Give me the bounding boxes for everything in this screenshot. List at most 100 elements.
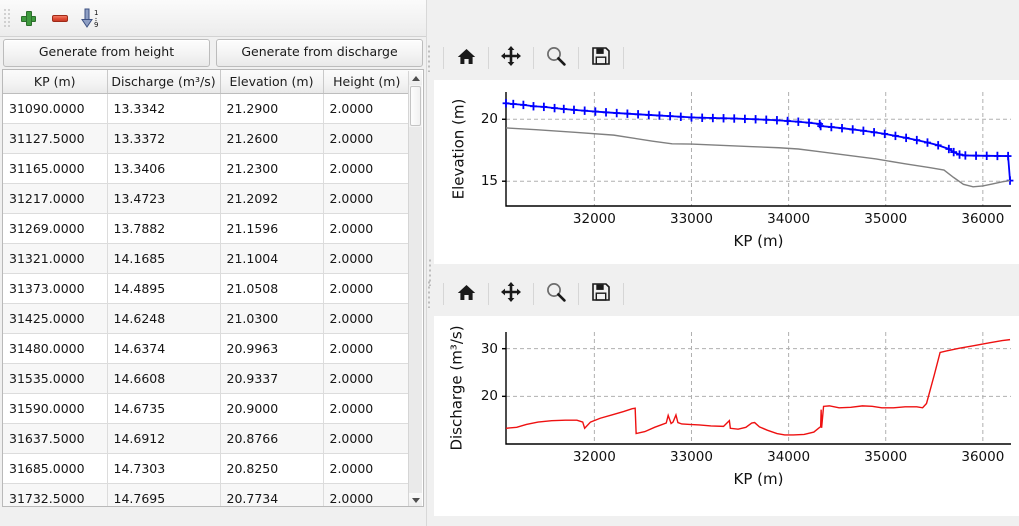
cell-discharge[interactable]: 13.4723 [107, 183, 221, 214]
cell-height[interactable]: 2.0000 [323, 153, 410, 184]
cell-elevation[interactable]: 21.0508 [220, 273, 324, 304]
cell-height[interactable]: 2.0000 [323, 363, 410, 394]
cell-height[interactable]: 2.0000 [323, 423, 410, 454]
table-row[interactable]: 31685.0000 14.7303 20.8250 2.0000 [3, 453, 410, 484]
cell-discharge[interactable]: 14.6248 [107, 303, 221, 334]
cell-discharge[interactable]: 14.6374 [107, 333, 221, 364]
table-row[interactable]: 31127.5000 13.3372 21.2600 2.0000 [3, 123, 410, 154]
elevation-toolbar-drag-handle[interactable] [427, 44, 431, 72]
scroll-up-arrow-icon[interactable] [409, 71, 422, 85]
discharge-pan-button[interactable] [492, 276, 530, 312]
cell-elevation[interactable]: 20.8766 [220, 423, 324, 454]
cell-kp[interactable]: 31637.5000 [3, 423, 108, 454]
table-row[interactable]: 31535.0000 14.6608 20.9337 2.0000 [3, 363, 410, 394]
cell-height[interactable]: 2.0000 [323, 393, 410, 424]
cell-elevation[interactable]: 21.1004 [220, 243, 324, 274]
table-row[interactable]: 31425.0000 14.6248 21.0300 2.0000 [3, 303, 410, 334]
cell-kp[interactable]: 31732.5000 [3, 483, 108, 506]
cell-discharge[interactable]: 14.7695 [107, 483, 221, 506]
discharge-home-button[interactable] [447, 276, 485, 312]
cell-elevation[interactable]: 20.9963 [220, 333, 324, 364]
cell-kp[interactable]: 31535.0000 [3, 363, 108, 394]
column-header-kp[interactable]: KP (m) [3, 70, 108, 94]
discharge-zoom-button[interactable] [537, 276, 575, 312]
cell-height[interactable]: 2.0000 [323, 453, 410, 484]
cell-discharge[interactable]: 14.6608 [107, 363, 221, 394]
cell-kp[interactable]: 31165.0000 [3, 153, 108, 184]
cell-kp[interactable]: 31373.0000 [3, 273, 108, 304]
cell-kp[interactable]: 31590.0000 [3, 393, 108, 424]
table-row[interactable]: 31217.0000 13.4723 21.2092 2.0000 [3, 183, 410, 214]
cell-height[interactable]: 2.0000 [323, 243, 410, 274]
cell-kp[interactable]: 31685.0000 [3, 453, 108, 484]
cell-elevation[interactable]: 21.2300 [220, 153, 324, 184]
sort-descending-button[interactable]: 1 9 [76, 2, 108, 34]
cell-elevation[interactable]: 20.9337 [220, 363, 324, 394]
cell-height[interactable]: 2.0000 [323, 333, 410, 364]
scrollbar-thumb[interactable] [410, 86, 421, 126]
cell-elevation[interactable]: 21.1596 [220, 213, 324, 244]
cell-elevation[interactable]: 20.7734 [220, 483, 324, 506]
cell-height[interactable]: 2.0000 [323, 273, 410, 304]
splitter-grip[interactable] [428, 258, 432, 286]
cell-discharge[interactable]: 14.4895 [107, 273, 221, 304]
cell-elevation[interactable]: 21.2092 [220, 183, 324, 214]
cell-height[interactable]: 2.0000 [323, 93, 410, 124]
cell-elevation[interactable]: 21.2600 [220, 123, 324, 154]
column-header-discharge[interactable]: Discharge (m³/s) [107, 70, 221, 94]
cell-kp[interactable]: 31127.5000 [3, 123, 108, 154]
table-row[interactable]: 31090.0000 13.3342 21.2900 2.0000 [3, 93, 410, 124]
elevation-pan-button[interactable] [492, 40, 530, 76]
remove-row-button[interactable] [44, 2, 76, 34]
cell-kp[interactable]: 31090.0000 [3, 93, 108, 124]
cell-discharge[interactable]: 13.3342 [107, 93, 221, 124]
add-row-button[interactable] [12, 2, 44, 34]
cell-discharge[interactable]: 14.7303 [107, 453, 221, 484]
discharge-chart-canvas[interactable]: 32000 33000 34000 35000 36000 20 30 KP (m) Disch… [434, 316, 1019, 516]
cell-discharge[interactable]: 13.3406 [107, 153, 221, 184]
cell-height[interactable]: 2.0000 [323, 303, 410, 334]
cell-kp[interactable]: 31217.0000 [3, 183, 108, 214]
cell-elevation[interactable]: 21.2900 [220, 93, 324, 124]
cell-discharge[interactable]: 13.3372 [107, 123, 221, 154]
table-row[interactable]: 31480.0000 14.6374 20.9963 2.0000 [3, 333, 410, 364]
cell-height[interactable]: 2.0000 [323, 483, 410, 506]
cell-elevation[interactable]: 20.8250 [220, 453, 324, 484]
cell-discharge[interactable]: 14.6912 [107, 423, 221, 454]
cell-kp[interactable]: 31425.0000 [3, 303, 108, 334]
column-header-height[interactable]: Height (m) [323, 70, 410, 94]
cell-kp[interactable]: 31321.0000 [3, 243, 108, 274]
cell-height[interactable]: 2.0000 [323, 183, 410, 214]
table-row[interactable]: 31637.5000 14.6912 20.8766 2.0000 [3, 423, 410, 454]
generate-from-height-button[interactable]: Generate from height [3, 39, 210, 67]
table-row[interactable]: 31321.0000 14.1685 21.1004 2.0000 [3, 243, 410, 274]
table-row[interactable]: 31732.5000 14.7695 20.7734 2.0000 [3, 483, 410, 506]
cell-kp[interactable]: 31480.0000 [3, 333, 108, 364]
elevation-home-button[interactable] [447, 40, 485, 76]
elevation-zoom-button[interactable] [537, 40, 575, 76]
generate-from-discharge-button[interactable]: Generate from discharge [216, 39, 423, 67]
elevation-chart-canvas[interactable]: 32000 33000 34000 35000 36000 15 20 KP (m) Eleva… [434, 80, 1019, 264]
left-panel: 1 9 Generate from height Generate from d… [0, 0, 426, 526]
cell-height[interactable]: 2.0000 [323, 123, 410, 154]
cell-elevation[interactable]: 21.0300 [220, 303, 324, 334]
elevation-save-button[interactable] [582, 40, 620, 76]
scrollbar-trough[interactable] [409, 127, 422, 493]
cell-elevation[interactable]: 20.9000 [220, 393, 324, 424]
table-row[interactable]: 31590.0000 14.6735 20.9000 2.0000 [3, 393, 410, 424]
cell-discharge[interactable]: 14.6735 [107, 393, 221, 424]
scroll-down-arrow-icon[interactable] [409, 493, 422, 506]
table-row[interactable]: 31165.0000 13.3406 21.2300 2.0000 [3, 153, 410, 184]
discharge-toolbar-drag-handle[interactable] [427, 280, 431, 308]
table-row[interactable]: 31373.0000 14.4895 21.0508 2.0000 [3, 273, 410, 304]
column-header-elevation[interactable]: Elevation (m) [220, 70, 324, 94]
table-vertical-scrollbar[interactable] [408, 71, 422, 506]
panel-splitter[interactable] [426, 0, 434, 526]
toolbar-drag-handle[interactable] [3, 7, 12, 29]
table-row[interactable]: 31269.0000 13.7882 21.1596 2.0000 [3, 213, 410, 244]
discharge-save-button[interactable] [582, 276, 620, 312]
cell-height[interactable]: 2.0000 [323, 213, 410, 244]
cell-discharge[interactable]: 13.7882 [107, 213, 221, 244]
cell-kp[interactable]: 31269.0000 [3, 213, 108, 244]
cell-discharge[interactable]: 14.1685 [107, 243, 221, 274]
